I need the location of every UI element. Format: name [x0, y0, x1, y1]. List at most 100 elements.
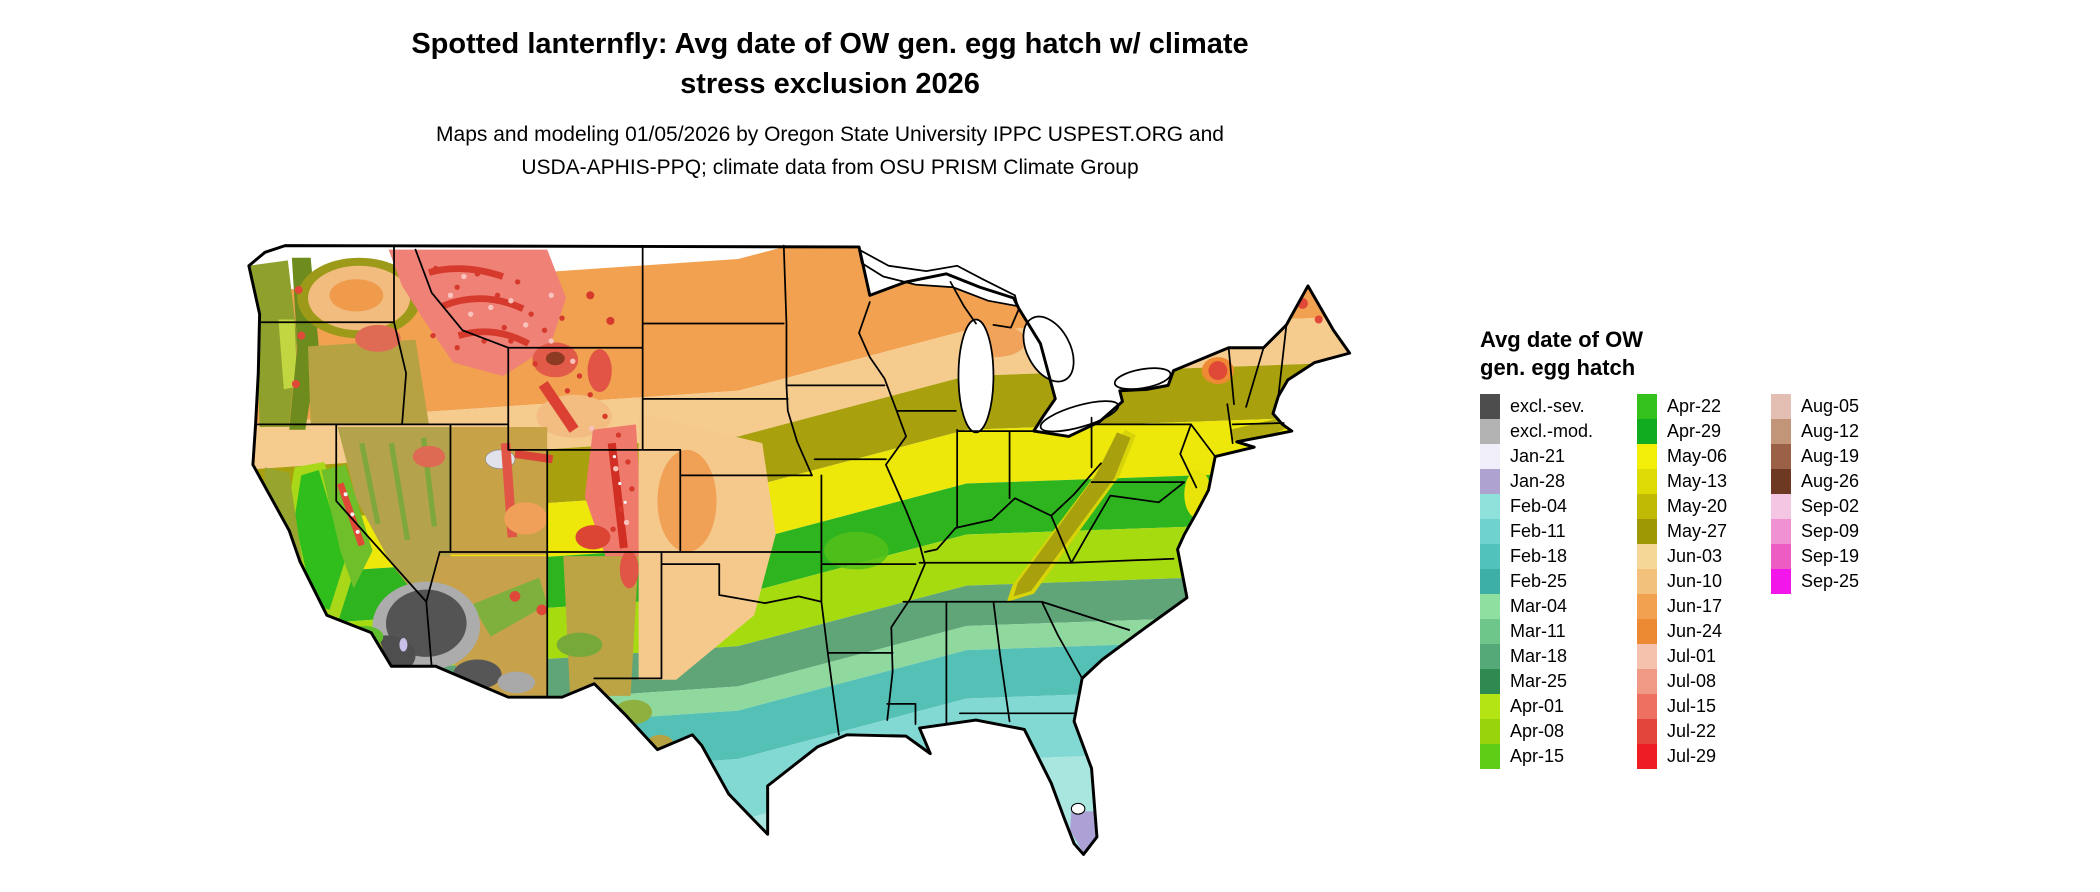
legend-entry: Jan-28 [1480, 469, 1593, 494]
legend-label: Sep-19 [1801, 546, 1860, 566]
legend-label: Mar-25 [1510, 671, 1568, 691]
legend-swatch [1637, 669, 1657, 694]
legend-swatch [1480, 444, 1500, 469]
legend-label: Feb-11 [1510, 521, 1566, 541]
legend-swatch [1480, 469, 1500, 494]
legend-label: Mar-18 [1510, 646, 1568, 666]
legend-title: Avg date of OW gen. egg hatch [1480, 326, 2040, 382]
legend-swatch [1637, 619, 1657, 644]
legend-label: Sep-02 [1801, 496, 1860, 516]
legend-swatch [1480, 594, 1500, 619]
legend-label: Aug-19 [1801, 446, 1860, 466]
us-map [247, 244, 1352, 856]
legend-entry: Jan-21 [1480, 444, 1593, 469]
legend-swatch [1480, 494, 1500, 519]
legend-swatch [1480, 719, 1500, 744]
legend-swatch [1480, 669, 1500, 694]
lakes [857, 247, 1172, 815]
legend-label: Jan-28 [1510, 471, 1566, 491]
figure-title: Spotted lanternfly: Avg date of OW gen. … [260, 24, 1400, 104]
legend-entry: Jul-01 [1637, 644, 1727, 669]
legend-entry: Jul-29 [1637, 744, 1727, 769]
legend-swatch [1480, 619, 1500, 644]
legend-swatch [1637, 594, 1657, 619]
legend-label: Jun-03 [1667, 546, 1723, 566]
legend-entry: Feb-25 [1480, 569, 1593, 594]
legend-swatch [1637, 394, 1657, 419]
legend-swatch [1771, 444, 1791, 469]
figure-subtitle-line2: USDA-APHIS-PPQ; climate data from OSU PR… [521, 156, 1139, 179]
lake-huron [1022, 315, 1075, 383]
legend-swatch [1637, 519, 1657, 544]
legend-label: Jul-15 [1667, 696, 1717, 716]
legend-column-2: Apr-22 Apr-29 May-06 May-13 May-20 May-27 Jun-… [1637, 394, 1727, 769]
legend-entry: Aug-05 [1771, 394, 1859, 419]
legend-entry: May-27 [1637, 519, 1727, 544]
map-raster-fill [248, 245, 1349, 855]
legend-entry: Mar-18 [1480, 644, 1593, 669]
legend-swatch [1480, 419, 1500, 444]
legend-label: Apr-22 [1667, 396, 1722, 416]
legend-entry: Mar-11 [1480, 619, 1593, 644]
legend-swatch [1637, 719, 1657, 744]
legend-swatch [1637, 419, 1657, 444]
legend-label: Mar-11 [1510, 621, 1566, 641]
legend-entry: Apr-29 [1637, 419, 1727, 444]
legend-entry: Apr-15 [1480, 744, 1593, 769]
legend-label: Feb-18 [1510, 546, 1568, 566]
legend-swatch [1637, 644, 1657, 669]
legend-label: Sep-25 [1801, 571, 1860, 591]
legend-label: Feb-25 [1510, 571, 1568, 591]
legend-swatch [1480, 394, 1500, 419]
figure-title-line2: stress exclusion 2026 [680, 68, 980, 100]
legend-label: Jun-17 [1667, 596, 1723, 616]
legend-column-3: Aug-05 Aug-12 Aug-19 Aug-26 Sep-02 Sep-09 Sep-… [1771, 394, 1859, 594]
legend-swatch [1637, 694, 1657, 719]
legend-swatch [1480, 644, 1500, 669]
snow-speckles [343, 454, 627, 534]
legend-entry: Apr-08 [1480, 719, 1593, 744]
legend-label: excl.-mod. [1510, 421, 1594, 441]
legend-label: Jul-01 [1667, 646, 1717, 666]
legend-entry: Jun-17 [1637, 594, 1727, 619]
legend-swatch [1771, 569, 1791, 594]
legend-label: Mar-04 [1510, 596, 1568, 616]
legend-entry: Jul-22 [1637, 719, 1727, 744]
figure-subtitle: Maps and modeling 01/05/2026 by Oregon S… [260, 118, 1400, 184]
legend-entry: Aug-26 [1771, 469, 1859, 494]
legend-entry: Feb-04 [1480, 494, 1593, 519]
legend-label: May-13 [1667, 471, 1728, 491]
legend-label: Aug-05 [1801, 396, 1860, 416]
legend-swatch [1637, 494, 1657, 519]
legend-entry: Sep-19 [1771, 544, 1859, 569]
legend-label: May-27 [1667, 521, 1728, 541]
legend-entry: Jun-24 [1637, 619, 1727, 644]
figure-subtitle-line1: Maps and modeling 01/05/2026 by Oregon S… [436, 123, 1224, 146]
legend-label: Jun-24 [1667, 621, 1723, 641]
legend-label: Sep-09 [1801, 521, 1860, 541]
legend-label: Jan-21 [1510, 446, 1566, 466]
legend-entry: May-20 [1637, 494, 1727, 519]
legend-label: Jun-10 [1667, 571, 1723, 591]
legend-entry: Mar-25 [1480, 669, 1593, 694]
legend-entry: May-13 [1637, 469, 1727, 494]
legend-entry: Aug-19 [1771, 444, 1859, 469]
legend: Avg date of OW gen. egg hatch excl.-sev.… [1480, 326, 2040, 794]
legend-label: Jul-29 [1667, 746, 1717, 766]
legend-label: May-20 [1667, 496, 1728, 516]
legend-entry: excl.-mod. [1480, 419, 1593, 444]
legend-swatch [1480, 569, 1500, 594]
legend-entry: Apr-01 [1480, 694, 1593, 719]
legend-swatch [1771, 494, 1791, 519]
pink-speckles [447, 273, 630, 526]
lake-michigan [957, 318, 995, 434]
legend-swatch [1771, 469, 1791, 494]
legend-label: Aug-26 [1801, 471, 1860, 491]
legend-title-line1: Avg date of OW [1480, 327, 1643, 352]
legend-label: Apr-29 [1667, 421, 1722, 441]
legend-entry: Sep-09 [1771, 519, 1859, 544]
legend-entry: Sep-02 [1771, 494, 1859, 519]
legend-entry: Jul-08 [1637, 669, 1727, 694]
legend-label: May-06 [1667, 446, 1728, 466]
